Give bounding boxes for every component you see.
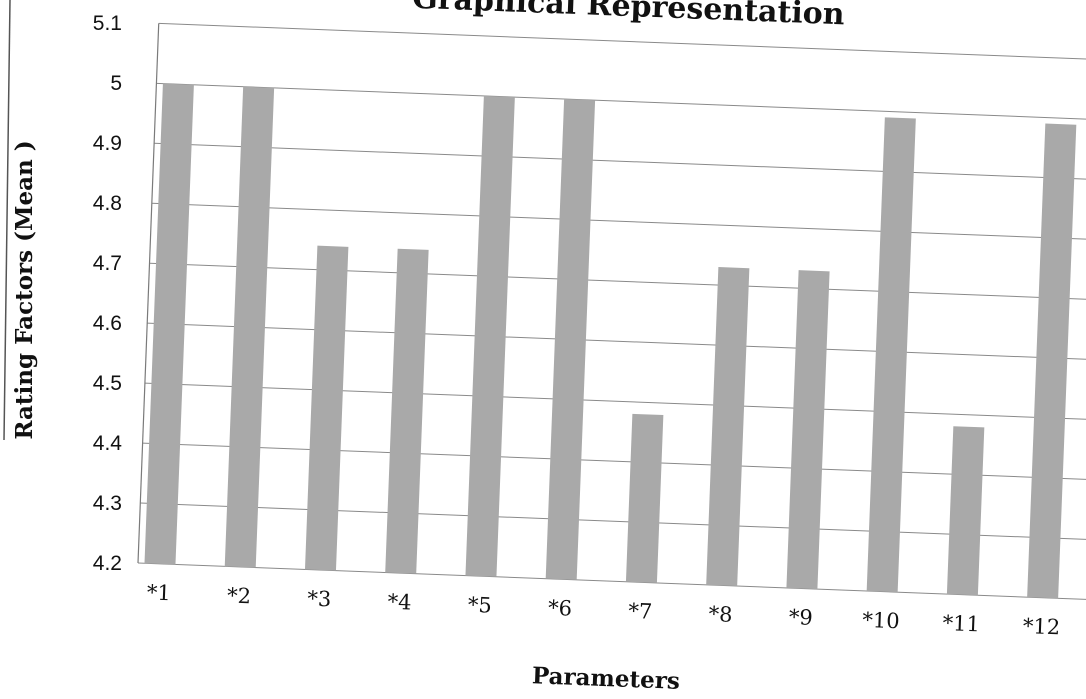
x-tick-label: *9 xyxy=(788,605,813,630)
x-tick-label: *8 xyxy=(708,602,733,627)
x-tick-label: *5 xyxy=(467,593,492,618)
gridlines xyxy=(137,22,1086,601)
y-tick-label: 4.7 xyxy=(93,252,122,275)
x-tick-labels: *1 *2 *3 *4 *5 *6 *7 *8 *9 *10 *11 *12 xyxy=(146,580,1060,639)
bar xyxy=(866,117,916,593)
y-tick-label: 5 xyxy=(110,72,122,95)
bars xyxy=(144,83,1077,599)
gridline xyxy=(142,442,1086,481)
gridline xyxy=(144,382,1086,421)
gridline xyxy=(158,22,1086,62)
bar xyxy=(625,413,664,583)
y-tick-label: 5.1 xyxy=(93,12,122,35)
x-tick-label: *12 xyxy=(1022,614,1060,639)
bar xyxy=(706,267,750,587)
plot-area: *1 *2 *3 *4 *5 *6 *7 *8 *9 *10 *11 *12 Parameters xyxy=(137,22,1086,695)
y-axis-label: Rating Factors (Mean ) xyxy=(11,140,38,439)
x-tick-label: *7 xyxy=(628,599,653,624)
bar xyxy=(144,83,194,565)
y-tick-label: 4.3 xyxy=(93,492,122,515)
x-tick-label: *2 xyxy=(227,583,252,608)
gridline xyxy=(151,202,1086,242)
bar xyxy=(1027,123,1077,599)
x-axis-label: Parameters xyxy=(531,662,680,695)
y-tick-label: 4.6 xyxy=(93,312,122,335)
y-tick-label: 4.2 xyxy=(93,552,122,575)
y-tick-label: 4.4 xyxy=(93,432,123,455)
y-tick-label: 4.9 xyxy=(93,132,122,155)
x-tick-label: *4 xyxy=(387,590,412,615)
x-tick-label: *11 xyxy=(942,611,980,636)
bar xyxy=(465,95,515,577)
gridline xyxy=(156,82,1086,122)
y-tick-label: 4.5 xyxy=(93,372,122,395)
x-tick-label: *6 xyxy=(548,596,573,621)
y-tick-label: 4.8 xyxy=(93,192,122,215)
bar xyxy=(304,245,349,571)
bar xyxy=(545,99,596,580)
page-left-edge xyxy=(3,0,11,441)
y-axis-line xyxy=(137,23,160,564)
gridline xyxy=(149,262,1086,302)
gridline xyxy=(154,142,1086,182)
x-tick-label: *10 xyxy=(862,608,900,633)
chart-title: Graphical Representation xyxy=(412,0,846,32)
x-tick-label: *1 xyxy=(146,580,171,605)
gridline xyxy=(140,502,1086,541)
bar xyxy=(385,248,429,574)
bar xyxy=(224,86,275,568)
bar xyxy=(786,270,830,590)
gridline xyxy=(137,562,1086,601)
gridline xyxy=(147,322,1086,361)
y-tick-labels: 4.2 4.3 4.4 4.5 4.6 4.7 4.8 4.9 5 5.1 xyxy=(93,12,123,575)
bar xyxy=(946,426,985,596)
x-tick-label: *3 xyxy=(307,587,332,612)
